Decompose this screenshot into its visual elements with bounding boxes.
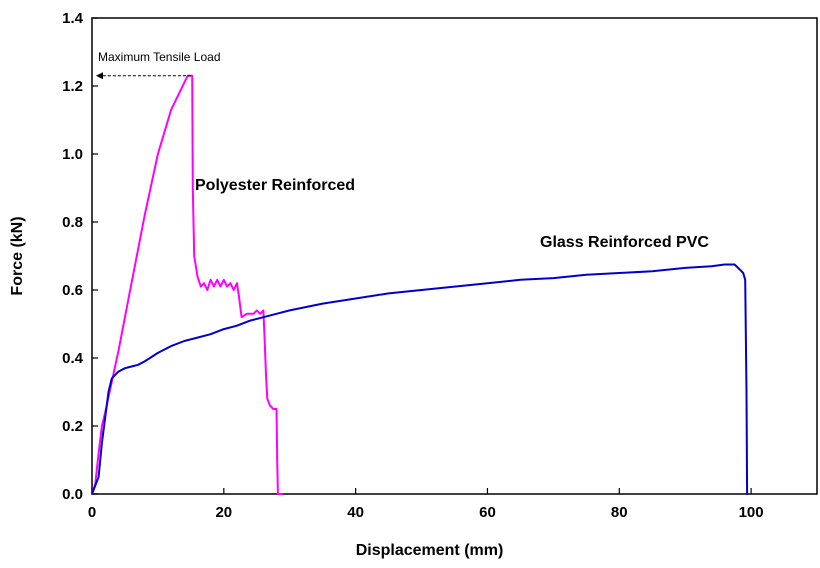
- x-tick-label: 20: [215, 504, 232, 521]
- y-tick-label: 0.8: [62, 214, 83, 231]
- x-tick-label: 60: [479, 504, 496, 521]
- y-tick-label: 1.0: [62, 146, 83, 163]
- x-tick-label: 0: [88, 504, 96, 521]
- x-tick-label: 40: [347, 504, 364, 521]
- y-tick-label: 1.2: [62, 78, 83, 95]
- annotation-arrowhead: [96, 72, 103, 80]
- x-tick-label: 80: [611, 504, 628, 521]
- y-tick-label: 0.0: [62, 486, 83, 503]
- annotation-max-tensile-load: Maximum Tensile Load: [98, 50, 221, 64]
- series-label-polyester-reinforced: Polyester Reinforced: [195, 177, 355, 194]
- series-line-polyester-reinforced: [91, 74, 284, 495]
- series-label-glass-reinforced-pvc: Glass Reinforced PVC: [540, 234, 709, 251]
- x-tick-label: 100: [739, 504, 764, 521]
- plot-frame: [91, 17, 818, 495]
- axes: 0 20 40 60 80 100 0.0 0.2 0.4 0.6 0.8 1.0 1.2 1.4 Disp…: [9, 10, 818, 559]
- y-axis-title: Force (kN): [9, 216, 26, 295]
- y-tick-label: 1.4: [62, 10, 84, 27]
- labels: Polyester Reinforced Glass Reinforced PVC…: [96, 50, 709, 251]
- plot-area: [91, 74, 749, 495]
- series-line-glass-reinforced-pvc: [91, 263, 749, 495]
- x-axis-title: Displacement (mm): [356, 542, 504, 559]
- y-tick-label: 0.6: [62, 282, 83, 299]
- y-tick-label: 0.4: [62, 350, 84, 367]
- y-tick-label: 0.2: [62, 418, 83, 435]
